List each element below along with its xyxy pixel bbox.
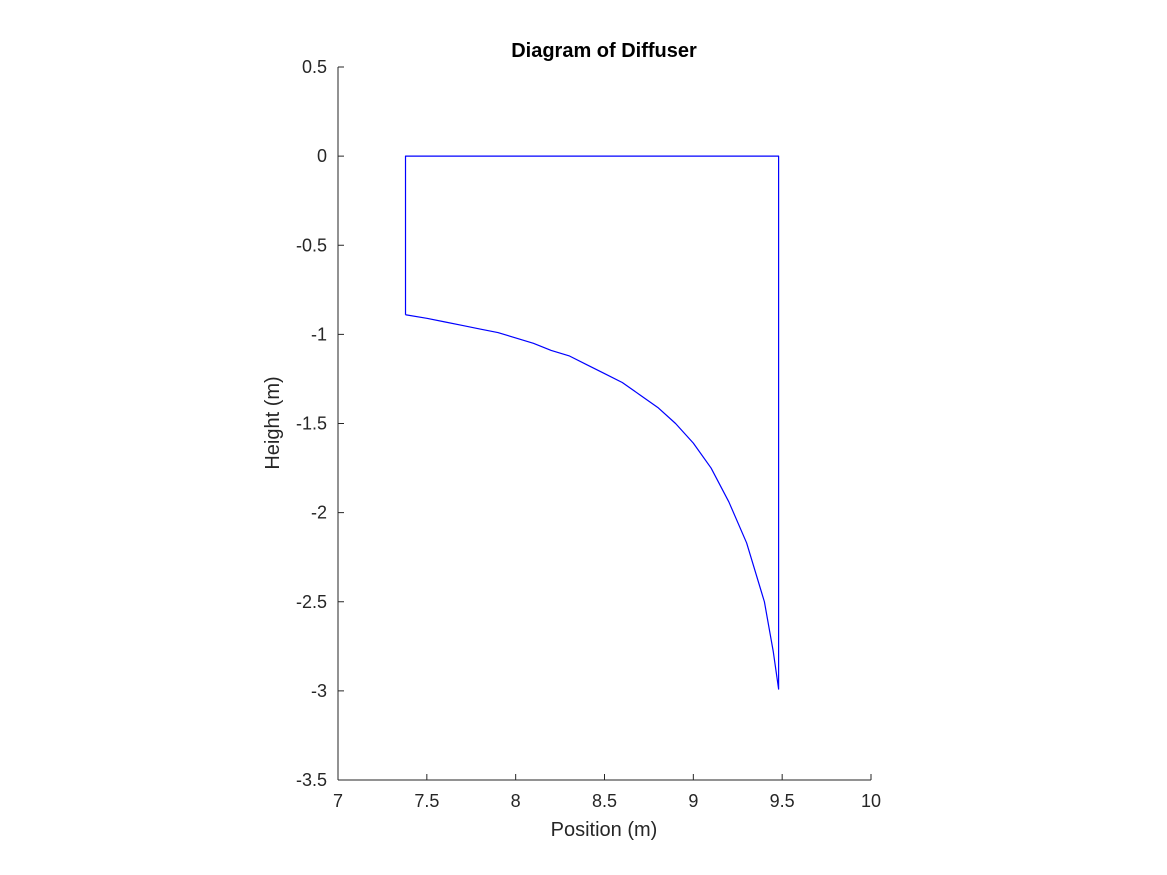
- x-axis-label: Position (m): [551, 819, 658, 841]
- x-tick-label: 10: [861, 791, 881, 811]
- y-tick-label: -3.5: [296, 770, 327, 790]
- y-tick-label: 0.5: [302, 57, 327, 77]
- series-layer: [404, 155, 780, 690]
- diffuser-outline-line: [404, 155, 780, 690]
- y-tick-label: -2.5: [296, 592, 327, 612]
- y-tick-label: 0: [317, 146, 327, 166]
- x-tick-label: 9.5: [770, 791, 795, 811]
- y-tick-label: -1.5: [296, 414, 327, 434]
- x-tick-label: 8.5: [592, 791, 617, 811]
- y-tick-label: -1: [311, 324, 327, 344]
- y-tick-label: -0.5: [296, 235, 327, 255]
- y-tick-label: -2: [311, 503, 327, 523]
- x-tick-label: 9: [688, 791, 698, 811]
- x-tick-label: 7.5: [414, 791, 439, 811]
- x-ticks: 7 7.5 8 8.5 9 9.5 10: [333, 774, 881, 811]
- chart-title: Diagram of Diffuser: [511, 40, 697, 62]
- x-tick-label: 8: [511, 791, 521, 811]
- x-tick-label: 7: [333, 791, 343, 811]
- y-tick-label: -3: [311, 681, 327, 701]
- y-axis-label: Height (m): [262, 376, 284, 469]
- y-ticks: -3.5 -3 -2.5 -2 -1.5 -1 -0.5 0 0.5: [296, 57, 344, 790]
